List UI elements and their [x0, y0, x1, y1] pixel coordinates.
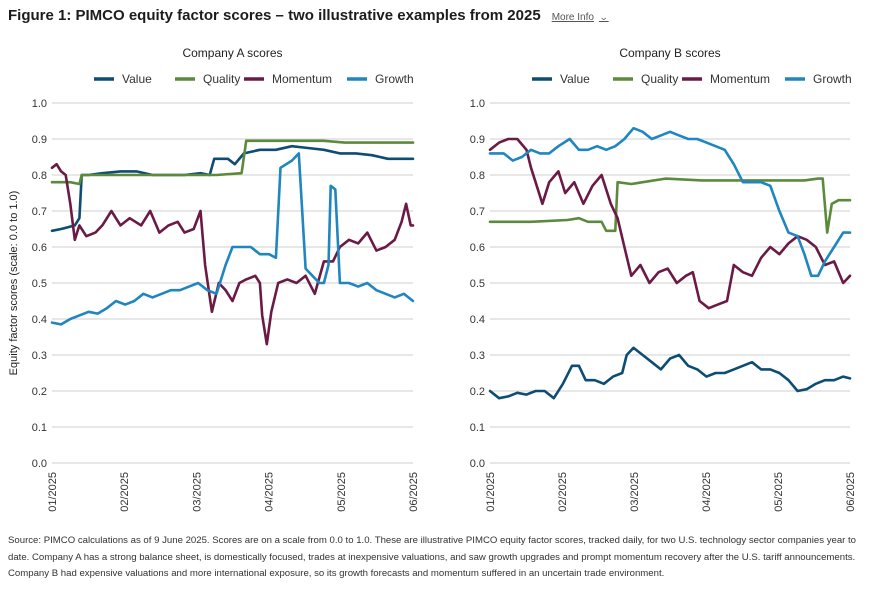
legend-label-quality: Quality	[641, 72, 678, 86]
series-line-momentum	[488, 137, 852, 310]
source-note: Source: PIMCO calculations as of 9 June …	[8, 535, 857, 579]
y-tick-label: 0.1	[470, 422, 485, 434]
x-tick-label: 04/2025	[701, 472, 713, 512]
more-info-link[interactable]: More Info ⌄	[551, 12, 609, 23]
series-line-growth	[488, 126, 852, 278]
y-tick-label: 0.5	[32, 278, 47, 290]
x-tick-label: 06/2025	[845, 472, 857, 512]
series-line-quality	[488, 177, 852, 234]
y-tick-label: 0.9	[32, 134, 47, 146]
y-tick-label: 0.2	[32, 386, 47, 398]
figure-title: Figure 1: PIMCO equity factor scores – t…	[8, 7, 541, 24]
y-tick-label: 0.8	[470, 170, 485, 182]
x-tick-label: 03/2025	[629, 472, 641, 512]
y-tick-label: 1.0	[470, 98, 485, 110]
x-tick-label: 03/2025	[191, 472, 203, 512]
x-tick-label: 02/2025	[119, 472, 131, 512]
x-tick-label: 02/2025	[557, 472, 569, 512]
y-tick-label: 0.7	[32, 206, 47, 218]
chart-title: Company B scores	[619, 46, 720, 60]
legend-label-momentum: Momentum	[272, 72, 332, 86]
legend-label-momentum: Momentum	[710, 72, 770, 86]
legend-label-quality: Quality	[203, 72, 240, 86]
factor-score-charts: Company A scores Value Quality Momentum Grow…	[8, 46, 857, 512]
chart-panel-company-b: Company B scores Value Quality Momentum Grow…	[470, 46, 857, 512]
y-tick-label: 0.3	[32, 350, 47, 362]
legend-label-growth: Growth	[813, 72, 852, 86]
x-tick-label: 06/2025	[408, 472, 420, 512]
x-tick-label: 05/2025	[773, 472, 785, 512]
more-info-label: More Info	[551, 12, 594, 23]
x-tick-label: 04/2025	[264, 472, 276, 512]
y-tick-label: 0.2	[470, 386, 485, 398]
legend-label-value: Value	[560, 72, 590, 86]
y-tick-label: 0.0	[32, 458, 47, 470]
y-tick-label: 0.3	[470, 350, 485, 362]
y-tick-label: 0.4	[32, 314, 47, 326]
series-line-value	[50, 144, 415, 233]
y-tick-label: 0.8	[32, 170, 47, 182]
y-tick-label: 0.6	[32, 242, 47, 254]
y-tick-label: 0.7	[470, 206, 485, 218]
chart-title: Company A scores	[182, 46, 282, 60]
y-tick-label: 1.0	[32, 98, 47, 110]
y-tick-label: 0.4	[470, 314, 485, 326]
y-tick-label: 0.6	[470, 242, 485, 254]
series-line-value	[488, 346, 852, 400]
series-line-growth	[50, 152, 415, 326]
legend-label-growth: Growth	[375, 72, 414, 86]
series-line-momentum	[50, 162, 415, 346]
series-line-quality	[50, 139, 415, 186]
x-tick-label: 01/2025	[47, 472, 59, 512]
y-tick-label: 0.1	[32, 422, 47, 434]
figure-header: Figure 1: PIMCO equity factor scores – t…	[8, 7, 609, 29]
y-tick-label: 0.0	[470, 458, 485, 470]
y-axis-label: Equity factor scores (scale: 0.0 to 1.0)	[8, 191, 20, 376]
x-tick-label: 01/2025	[485, 472, 497, 512]
y-tick-label: 0.9	[470, 134, 485, 146]
x-tick-label: 05/2025	[336, 472, 348, 512]
chevron-down-icon: ⌄	[598, 12, 609, 22]
y-tick-label: 0.5	[470, 278, 485, 290]
chart-panel-company-a: Company A scores Value Quality Momentum Grow…	[8, 46, 420, 512]
legend-label-value: Value	[122, 72, 152, 86]
